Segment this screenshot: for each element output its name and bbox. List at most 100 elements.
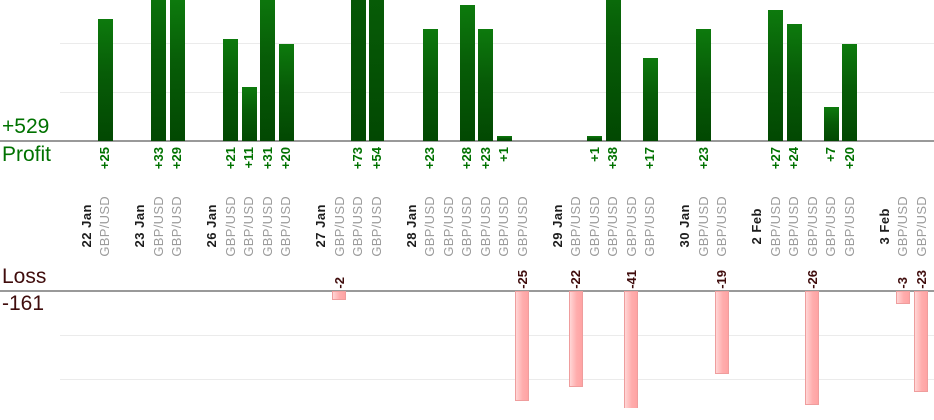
loss-plot-cell xyxy=(803,291,822,408)
profit-plot-cell xyxy=(402,0,421,141)
profit-plot-cell xyxy=(912,0,931,141)
chart-slot: +28 GBP/USD xyxy=(458,0,477,408)
profit-value-label: +21 xyxy=(222,147,238,170)
symbol-label: GBP/USD xyxy=(841,195,857,257)
loss-plot-cell xyxy=(131,291,150,408)
chart-slot: +33 GBP/USD xyxy=(149,0,168,408)
loss-value-cell xyxy=(203,267,222,291)
profit-value-cell: +54 xyxy=(367,143,386,185)
symbol-cell: 23 Jan xyxy=(131,185,150,267)
profit-axis-label: Profit xyxy=(2,143,52,166)
profit-plot-cell xyxy=(748,0,767,141)
loss-plot-cell xyxy=(221,291,240,408)
profit-value-cell: +23 xyxy=(694,143,713,185)
symbol-label: GBP/USD xyxy=(222,195,238,257)
loss-plot-cell xyxy=(458,291,477,408)
symbol-cell: GBP/USD xyxy=(585,185,604,267)
chart-slot: +29 GBP/USD xyxy=(168,0,187,408)
symbol-label: GBP/USD xyxy=(241,195,257,257)
symbol-cell: GBP/USD xyxy=(221,185,240,267)
chart-slot: 30 Jan xyxy=(676,0,695,408)
loss-value-cell: -19 xyxy=(713,267,732,291)
day-group: 3 Feb GBP/USD -3 GBP/USD -23 xyxy=(875,0,931,408)
symbol-cell: 27 Jan xyxy=(312,185,331,267)
chart-slot: +24 GBP/USD xyxy=(785,0,804,408)
symbol-cell: GBP/USD xyxy=(421,185,440,267)
loss-value-label: -19 xyxy=(714,270,730,289)
loss-value-cell: -25 xyxy=(513,267,532,291)
profit-plot-cell xyxy=(604,0,623,141)
date-label: 27 Jan xyxy=(313,204,329,248)
loss-plot-cell xyxy=(822,291,841,408)
profit-plot-cell xyxy=(168,0,187,141)
profit-value-cell: +20 xyxy=(277,143,296,185)
profit-value-cell xyxy=(439,143,458,185)
symbol-cell: GBP/USD xyxy=(495,185,514,267)
loss-plot-cell xyxy=(277,291,296,408)
chart-slot: +23 GBP/USD xyxy=(421,0,440,408)
loss-plot-cell xyxy=(875,291,894,408)
symbol-cell: 22 Jan xyxy=(77,185,96,267)
profit-value-label: +38 xyxy=(605,147,621,170)
profit-plot-cell xyxy=(567,0,586,141)
chart-slot: +31 GBP/USD xyxy=(258,0,277,408)
loss-plot-cell xyxy=(402,291,421,408)
chart-slot: 28 Jan xyxy=(402,0,421,408)
profit-value-cell xyxy=(312,143,331,185)
loss-value-cell xyxy=(875,267,894,291)
loss-value-cell xyxy=(131,267,150,291)
chart-slot: +27 GBP/USD xyxy=(766,0,785,408)
profit-value-label: +28 xyxy=(459,147,475,170)
date-label: 30 Jan xyxy=(677,204,693,248)
loss-plot-cell xyxy=(421,291,440,408)
profit-plot-cell xyxy=(622,0,641,141)
loss-value-cell xyxy=(495,267,514,291)
date-label: 26 Jan xyxy=(204,204,220,248)
profit-value-cell xyxy=(912,143,931,185)
loss-value-cell xyxy=(439,267,458,291)
symbol-cell: GBP/USD xyxy=(367,185,386,267)
symbol-label: GBP/USD xyxy=(804,195,820,257)
profit-bar xyxy=(151,0,166,141)
profit-value-cell xyxy=(622,143,641,185)
symbol-label: GBP/USD xyxy=(350,195,366,257)
profit-value-cell: +28 xyxy=(458,143,477,185)
loss-value-cell: -2 xyxy=(330,267,349,291)
loss-plot-cell xyxy=(713,291,732,408)
profit-bar xyxy=(478,29,493,141)
symbol-cell: 26 Jan xyxy=(203,185,222,267)
chart-slot: 26 Jan xyxy=(203,0,222,408)
chart-slot: 29 Jan xyxy=(548,0,567,408)
profit-value-cell xyxy=(803,143,822,185)
profit-bar xyxy=(823,107,839,141)
date-label: 2 Feb xyxy=(749,207,765,245)
profit-value-cell xyxy=(548,143,567,185)
loss-value-label: -3 xyxy=(895,277,911,289)
symbol-cell: GBP/USD xyxy=(567,185,586,267)
loss-bar xyxy=(714,291,729,374)
profit-bar xyxy=(459,5,475,141)
profit-plot-cell xyxy=(803,0,822,141)
profit-bar xyxy=(241,87,257,141)
loss-bar xyxy=(624,291,638,408)
profit-value-label: +7 xyxy=(823,147,839,162)
day-group: 30 Jan +23 GBP/USD GBP/USD -19 xyxy=(676,0,732,408)
loss-value-cell: -3 xyxy=(894,267,913,291)
profit-bar xyxy=(260,0,275,141)
profit-bar xyxy=(223,39,238,141)
chart-slot: 2 Feb xyxy=(748,0,767,408)
chart-slot: +38 GBP/USD xyxy=(604,0,623,408)
profit-bar xyxy=(169,0,185,141)
loss-value-cell xyxy=(240,267,259,291)
symbol-label: GBP/USD xyxy=(331,195,347,257)
profit-plot-cell xyxy=(421,0,440,141)
profit-value-label: +73 xyxy=(350,147,366,170)
loss-value-cell xyxy=(312,267,331,291)
loss-value-cell xyxy=(766,267,785,291)
profit-plot-cell xyxy=(77,0,96,141)
loss-value-cell xyxy=(641,267,660,291)
symbol-cell: GBP/USD xyxy=(713,185,732,267)
loss-value-cell: -41 xyxy=(622,267,641,291)
profit-value-label: +1 xyxy=(496,147,512,162)
loss-plot-cell xyxy=(840,291,859,408)
